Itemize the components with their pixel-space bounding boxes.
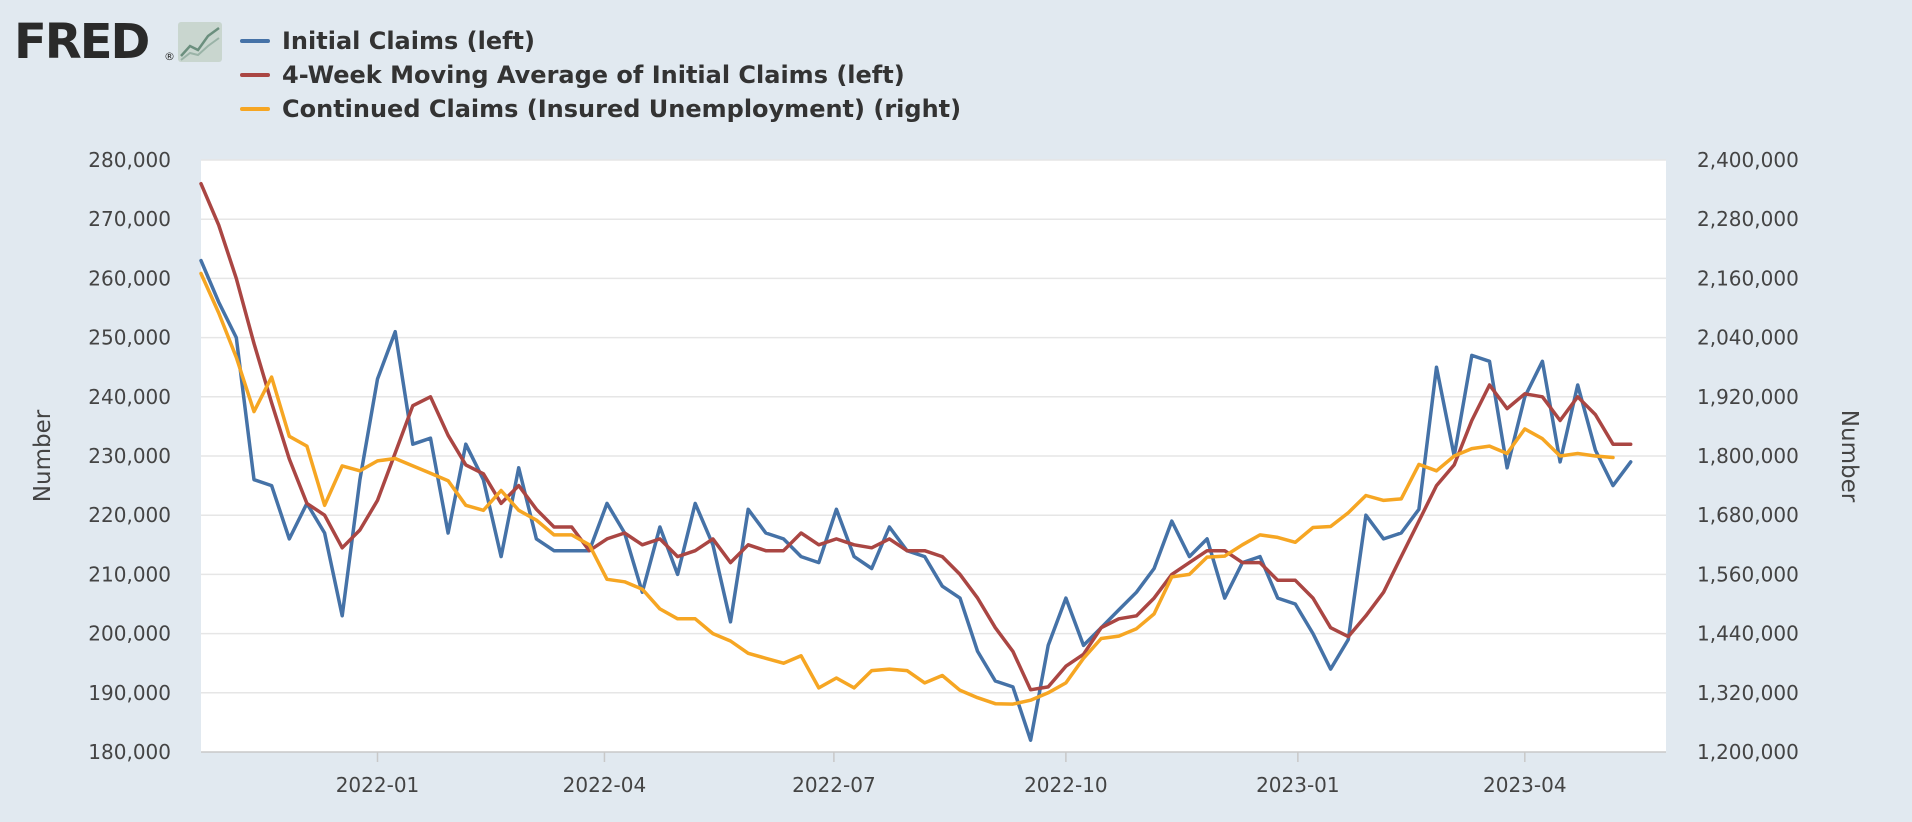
left-tick-label: 280,000 <box>88 148 171 172</box>
fred-logo-text: FRED <box>14 14 150 70</box>
x-tick-label: 2023-01 <box>1256 773 1340 797</box>
left-tick-label: 210,000 <box>88 562 171 586</box>
right-tick-label: 1,560,000 <box>1697 562 1799 586</box>
right-axis-ticks: 1,200,000 1,320,000 1,440,000 1,560,000 1,68… <box>1697 148 1799 764</box>
left-tick-label: 230,000 <box>88 444 171 468</box>
legend-label-moving-average: 4-Week Moving Average of Initial Claims … <box>282 61 905 89</box>
x-tick-label: 2022-10 <box>1024 773 1108 797</box>
right-tick-label: 1,680,000 <box>1697 503 1799 527</box>
right-tick-label: 2,040,000 <box>1697 326 1799 350</box>
right-axis-title: Number <box>1836 410 1862 503</box>
left-tick-label: 270,000 <box>88 207 171 231</box>
legend-swatch-continued-claims <box>240 107 270 111</box>
fred-graph-icon <box>178 22 222 62</box>
legend-item-continued-claims[interactable]: Continued Claims (Insured Unemployment) … <box>240 92 961 126</box>
moving-average-line[interactable] <box>199 181 1633 692</box>
legend-swatch-initial-claims <box>240 39 270 43</box>
right-tick-label: 1,440,000 <box>1697 622 1799 646</box>
legend-item-initial-claims[interactable]: Initial Claims (left) <box>240 24 961 58</box>
right-tick-label: 1,800,000 <box>1697 444 1799 468</box>
chart-legend: Initial Claims (left) 4-Week Moving Aver… <box>240 24 961 126</box>
left-axis-title: Number <box>30 409 56 502</box>
right-tick-label: 1,200,000 <box>1697 740 1799 764</box>
left-tick-label: 260,000 <box>88 266 171 290</box>
right-tick-label: 2,400,000 <box>1697 148 1799 172</box>
continued-claims-line[interactable] <box>199 271 1615 706</box>
x-axis-ticks: 2022-01 2022-04 2022-07 2022-10 2023-01 2023-… <box>336 752 1567 797</box>
left-tick-label: 200,000 <box>88 622 171 646</box>
fred-logo[interactable]: FRED ® <box>14 14 226 70</box>
right-tick-label: 1,920,000 <box>1697 385 1799 409</box>
legend-item-moving-average[interactable]: 4-Week Moving Average of Initial Claims … <box>240 58 961 92</box>
right-tick-label: 1,320,000 <box>1697 681 1799 705</box>
legend-label-initial-claims: Initial Claims (left) <box>282 27 535 55</box>
left-tick-label: 240,000 <box>88 385 171 409</box>
legend-label-continued-claims: Continued Claims (Insured Unemployment) … <box>282 95 962 123</box>
registered-mark: ® <box>164 50 175 63</box>
x-tick-label: 2022-04 <box>563 773 647 797</box>
left-tick-label: 250,000 <box>88 326 171 350</box>
x-tick-label: 2022-07 <box>792 773 876 797</box>
legend-swatch-moving-average <box>240 73 270 77</box>
left-tick-label: 180,000 <box>88 740 171 764</box>
left-tick-label: 220,000 <box>88 503 171 527</box>
right-tick-label: 2,280,000 <box>1697 207 1799 231</box>
series-lines <box>199 181 1633 742</box>
left-axis-ticks: 180,000 190,000 200,000 210,000 220,000 230,0… <box>88 148 171 764</box>
x-tick-label: 2023-04 <box>1483 773 1567 797</box>
x-tick-label: 2022-01 <box>336 773 420 797</box>
initial-claims-line[interactable] <box>199 258 1633 742</box>
left-tick-label: 190,000 <box>88 681 171 705</box>
right-tick-label: 2,160,000 <box>1697 266 1799 290</box>
